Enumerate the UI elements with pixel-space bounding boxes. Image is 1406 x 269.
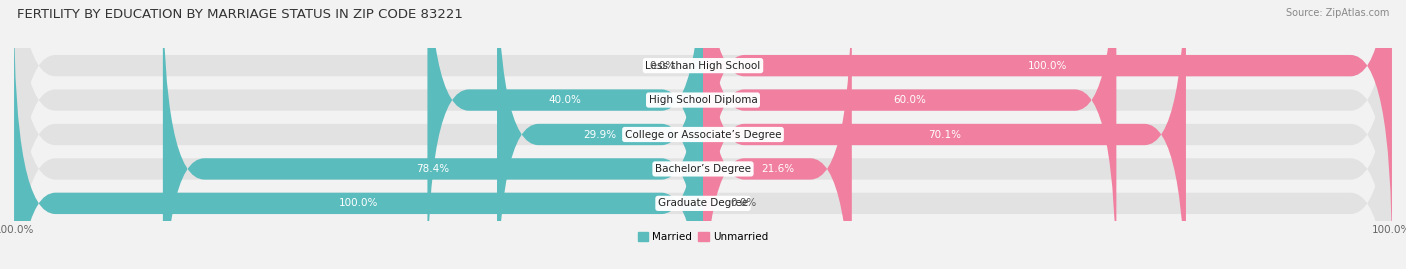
Text: Source: ZipAtlas.com: Source: ZipAtlas.com <box>1285 8 1389 18</box>
Text: 0.0%: 0.0% <box>650 61 675 71</box>
FancyBboxPatch shape <box>14 8 1392 269</box>
Text: 100.0%: 100.0% <box>339 198 378 208</box>
FancyBboxPatch shape <box>163 0 703 269</box>
Text: 29.9%: 29.9% <box>583 129 617 140</box>
FancyBboxPatch shape <box>703 0 1116 269</box>
FancyBboxPatch shape <box>496 0 703 269</box>
FancyBboxPatch shape <box>427 0 703 269</box>
Text: Bachelor’s Degree: Bachelor’s Degree <box>655 164 751 174</box>
FancyBboxPatch shape <box>703 0 1185 269</box>
Legend: Married, Unmarried: Married, Unmarried <box>634 228 772 246</box>
FancyBboxPatch shape <box>14 0 1392 269</box>
FancyBboxPatch shape <box>14 0 1392 261</box>
Text: 60.0%: 60.0% <box>893 95 927 105</box>
Text: Graduate Degree: Graduate Degree <box>658 198 748 208</box>
FancyBboxPatch shape <box>703 0 852 269</box>
FancyBboxPatch shape <box>14 0 1392 269</box>
Text: 70.1%: 70.1% <box>928 129 960 140</box>
FancyBboxPatch shape <box>14 8 703 269</box>
Text: 0.0%: 0.0% <box>731 198 756 208</box>
Text: Less than High School: Less than High School <box>645 61 761 71</box>
Text: College or Associate’s Degree: College or Associate’s Degree <box>624 129 782 140</box>
FancyBboxPatch shape <box>14 0 1392 269</box>
Text: 100.0%: 100.0% <box>1028 61 1067 71</box>
Text: 21.6%: 21.6% <box>761 164 794 174</box>
Text: 40.0%: 40.0% <box>548 95 582 105</box>
FancyBboxPatch shape <box>703 0 1392 261</box>
Text: 78.4%: 78.4% <box>416 164 450 174</box>
Text: High School Diploma: High School Diploma <box>648 95 758 105</box>
Text: FERTILITY BY EDUCATION BY MARRIAGE STATUS IN ZIP CODE 83221: FERTILITY BY EDUCATION BY MARRIAGE STATU… <box>17 8 463 21</box>
